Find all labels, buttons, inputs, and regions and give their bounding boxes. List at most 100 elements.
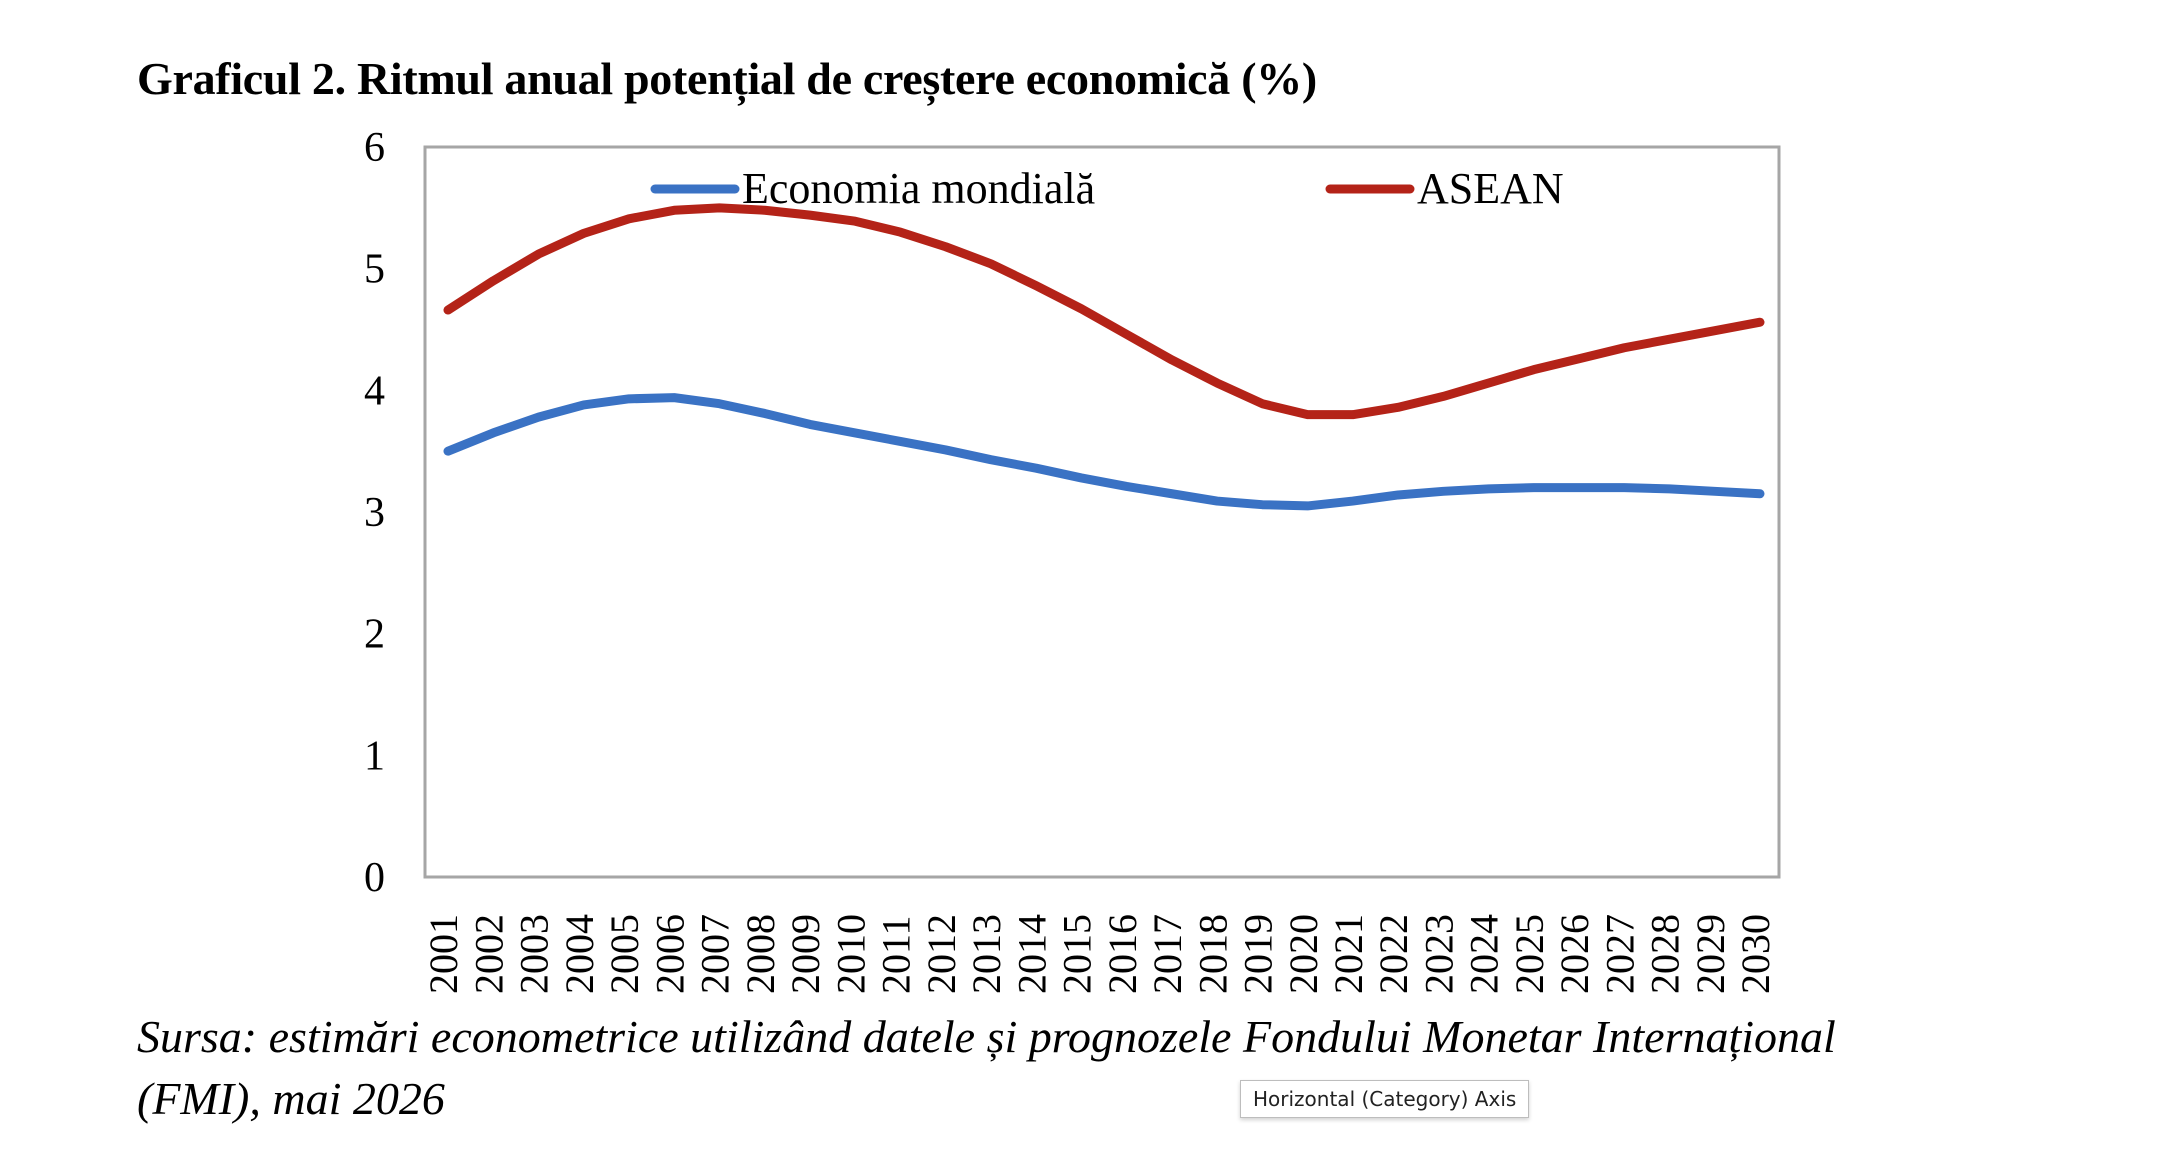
- data-point: [1711, 488, 1718, 495]
- x-tick-label: 2021: [1326, 914, 1371, 994]
- data-point: [1304, 411, 1311, 418]
- x-tick-label: 2025: [1507, 914, 1552, 994]
- x-tick-label: 2007: [693, 914, 738, 994]
- data-point: [1485, 485, 1492, 492]
- data-point: [1168, 356, 1175, 363]
- y-tick-label: 2: [364, 612, 385, 658]
- data-point: [1214, 380, 1221, 387]
- data-point: [1214, 498, 1221, 505]
- x-tick-label: 2027: [1597, 914, 1642, 994]
- data-point: [1349, 411, 1356, 418]
- data-point: [625, 215, 632, 222]
- data-point: [1666, 485, 1673, 492]
- data-point: [852, 218, 859, 225]
- legend: Economia mondială ASEAN: [650, 164, 1564, 213]
- data-point: [1033, 465, 1040, 472]
- y-tick-label: 6: [364, 125, 385, 171]
- data-point: [806, 212, 813, 219]
- x-tick-label: 2023: [1416, 914, 1461, 994]
- x-axis-ticks[interactable]: 2001 2002 2003 2004 2005 2006 2007 2008 2009 2010…: [421, 914, 1778, 994]
- x-tick-label: 2010: [828, 914, 873, 994]
- data-point: [1395, 491, 1402, 498]
- data-point: [806, 421, 813, 428]
- data-point: [445, 448, 451, 455]
- data-point: [761, 410, 768, 417]
- data-point: [942, 243, 949, 250]
- x-tick-label: 2020: [1281, 914, 1326, 994]
- source-note-line-1: Sursa: estimări econometrice utilizând d…: [137, 1011, 1836, 1062]
- data-point: [1530, 366, 1537, 373]
- data-point: [671, 394, 678, 401]
- x-tick-label: 2009: [783, 914, 828, 994]
- x-tick-label: 2018: [1190, 914, 1235, 994]
- legend-label: Economia mondială: [742, 164, 1095, 213]
- data-point: [1123, 483, 1130, 490]
- axis-tooltip: Horizontal (Category) Axis: [1240, 1080, 1530, 1118]
- data-point: [1576, 355, 1583, 362]
- data-point: [1757, 319, 1763, 326]
- series-line-asean[interactable]: [443, 203, 1765, 420]
- data-point: [1711, 327, 1718, 334]
- data-point: [1440, 393, 1447, 400]
- x-tick-label: 2012: [919, 914, 964, 994]
- data-point: [1078, 474, 1085, 481]
- data-point: [716, 204, 723, 211]
- x-tick-label: 2022: [1371, 914, 1416, 994]
- data-point: [1349, 498, 1356, 505]
- x-tick-label: 2028: [1643, 914, 1688, 994]
- data-point: [1304, 502, 1311, 509]
- x-tick-label: 2026: [1552, 914, 1597, 994]
- series-line-economia-mondiala[interactable]: [443, 393, 1765, 511]
- data-point: [1259, 501, 1266, 508]
- data-point: [580, 230, 587, 237]
- data-point: [942, 446, 949, 453]
- chart-title: Graficul 2. Ritmul anual potențial de cr…: [137, 53, 1317, 104]
- data-point: [897, 229, 904, 236]
- y-tick-label: 3: [364, 490, 385, 536]
- data-point: [625, 395, 632, 402]
- x-tick-label: 2013: [964, 914, 1009, 994]
- x-tick-label: 2030: [1733, 914, 1778, 994]
- data-point: [1530, 484, 1537, 491]
- data-point: [535, 414, 542, 421]
- data-point: [1621, 484, 1628, 491]
- y-axis-ticks: 0 1 2 3 4 5 6: [364, 125, 385, 901]
- data-point: [1440, 488, 1447, 495]
- data-point: [1485, 380, 1492, 387]
- data-point: [1078, 305, 1085, 312]
- data-point: [1168, 490, 1175, 497]
- x-tick-label: 2008: [738, 914, 783, 994]
- data-point: [1033, 282, 1040, 289]
- x-tick-label: 2001: [421, 914, 466, 994]
- data-point: [490, 429, 497, 436]
- x-tick-label: 2016: [1100, 914, 1145, 994]
- x-tick-label: 2002: [466, 914, 511, 994]
- source-note-line-2: (FMI), mai 2026: [137, 1073, 445, 1124]
- y-tick-label: 5: [364, 247, 385, 293]
- plot-area-border: [423, 145, 1781, 879]
- data-point: [852, 429, 859, 436]
- x-tick-label: 2019: [1236, 914, 1281, 994]
- data-point: [1621, 344, 1628, 351]
- data-point: [761, 207, 768, 214]
- data-point: [1395, 404, 1402, 411]
- data-point: [535, 251, 542, 258]
- x-tick-label: 2003: [512, 914, 557, 994]
- x-tick-label: 2005: [602, 914, 647, 994]
- y-tick-label: 4: [364, 368, 385, 414]
- legend-label: ASEAN: [1417, 164, 1564, 213]
- x-tick-label: 2011: [874, 915, 919, 994]
- x-tick-label: 2024: [1462, 914, 1507, 994]
- data-point: [671, 207, 678, 214]
- data-point: [1123, 331, 1130, 338]
- x-tick-label: 2017: [1145, 914, 1190, 994]
- x-tick-label: 2015: [1055, 914, 1100, 994]
- x-tick-label: 2004: [557, 914, 602, 994]
- y-tick-label: 0: [364, 855, 385, 901]
- x-tick-label: 2014: [1009, 914, 1054, 994]
- data-point: [490, 277, 497, 284]
- data-point: [1757, 490, 1763, 497]
- data-point: [1259, 400, 1266, 407]
- data-point: [1666, 336, 1673, 343]
